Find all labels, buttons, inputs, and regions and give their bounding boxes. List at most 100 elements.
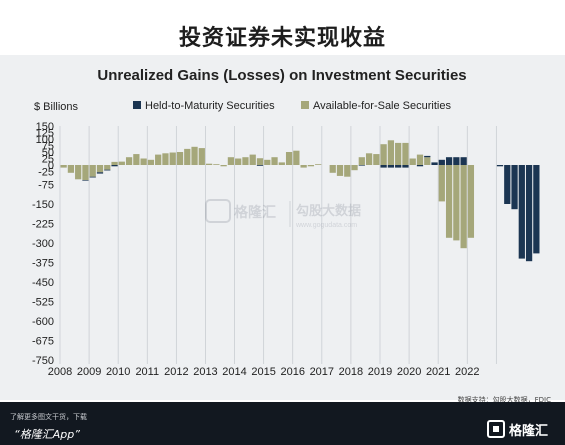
x-tick-label: 2019 [368, 366, 392, 378]
y-tick-label: -150 [32, 199, 54, 211]
htm-bar [431, 162, 438, 165]
y-tick-label: -300 [32, 238, 54, 250]
afs-bar [344, 165, 351, 177]
afs-bar [402, 142, 409, 165]
afs-bar [387, 140, 395, 165]
htm-bar [402, 165, 409, 168]
afs-bar [133, 154, 140, 165]
afs-bar [118, 161, 125, 165]
source-note: 数据支持：勾股大数据，FDIC [457, 396, 551, 404]
y-tick-label: -750 [32, 355, 54, 367]
htm-bar [424, 155, 431, 158]
bars [60, 140, 540, 262]
afs-bar [242, 157, 249, 165]
afs-bar [111, 161, 118, 165]
x-tick-label: 2016 [280, 366, 304, 378]
x-tick-label: 2013 [193, 366, 217, 378]
y-tick-label: -450 [32, 277, 54, 289]
y-tick-label: 125 [36, 128, 54, 140]
afs-bar [235, 158, 242, 165]
afs-bar [373, 154, 380, 165]
htm-bar [496, 165, 504, 167]
x-tick-label: 2010 [106, 366, 130, 378]
htm-bar [438, 159, 445, 165]
afs-bar [416, 154, 424, 165]
afs-bar [351, 165, 358, 171]
afs-bar [220, 165, 227, 167]
x-tick-label: 2012 [164, 366, 188, 378]
afs-bar [307, 165, 315, 167]
htm-bar [416, 165, 424, 167]
footer-bar: 了解更多图文干货，下载 “格隆汇App” 格隆汇 [0, 402, 565, 445]
afs-bar [176, 152, 184, 165]
htm-bar [256, 165, 264, 166]
y-axis-label: $ Billions [34, 101, 79, 113]
legend-label-htm: Held-to-Maturity Securities [145, 100, 275, 112]
y-tick-label: -675 [32, 336, 54, 348]
y-tick-label: 75 [42, 141, 54, 153]
afs-bar [445, 165, 453, 238]
afs-bar [147, 159, 155, 165]
logo-icon [487, 420, 505, 438]
y-tick-label: -375 [32, 258, 54, 270]
htm-bar [104, 169, 111, 171]
htm-bar [358, 165, 365, 166]
afs-bar [67, 165, 75, 173]
htm-bar [96, 172, 104, 174]
afs-bar [249, 154, 256, 165]
x-tick-label: 2017 [310, 366, 334, 378]
afs-bar [96, 165, 104, 173]
afs-bar [467, 165, 475, 238]
htm-bar [533, 165, 540, 254]
htm-bar [518, 165, 525, 259]
afs-bar [424, 157, 431, 165]
afs-bar [155, 154, 162, 165]
watermark: 格隆汇 勾股大数据 www.gogudata.com [205, 199, 361, 229]
afs-bar [125, 157, 133, 165]
y-tick-label: 150 [36, 121, 54, 133]
htm-bar [460, 157, 467, 165]
afs-bar [300, 165, 307, 168]
legend-swatch-htm [133, 101, 141, 109]
watermark-site: www.gogudata.com [295, 222, 357, 229]
y-tick-label: -600 [32, 316, 54, 328]
htm-bar [380, 165, 387, 168]
y-tick-label: 50 [42, 147, 54, 159]
afs-bar [285, 152, 293, 165]
y-tick-label: -525 [32, 297, 54, 309]
afs-bar [409, 158, 416, 165]
htm-bar [111, 165, 118, 167]
x-tick-label: 2018 [339, 366, 363, 378]
y-tick-label: -225 [32, 219, 54, 231]
afs-bar [104, 165, 111, 170]
afs-bar [191, 146, 198, 165]
x-tick-label: 2008 [48, 366, 72, 378]
afs-bar [264, 159, 271, 165]
legend-swatch-afs [301, 101, 309, 109]
y-tick-label: 100 [36, 134, 54, 146]
afs-bar [227, 157, 235, 165]
x-tick-label: 2015 [251, 366, 275, 378]
afs-bar [358, 157, 365, 165]
x-tick-label: 2020 [397, 366, 421, 378]
htm-bar [504, 165, 511, 204]
watermark-logo-icon [205, 199, 231, 223]
footer-app-name: “格隆汇App” [14, 428, 80, 441]
footer-logo: 格隆汇 [487, 418, 557, 440]
htm-bar [395, 165, 402, 168]
afs-bar [271, 157, 278, 165]
x-axis: 2008 2009 2010 2011 2012 2013 2014 2015 2016 2017… [48, 366, 480, 378]
afs-bar [75, 165, 82, 180]
afs-bar [169, 152, 176, 165]
afs-bar [60, 165, 67, 168]
x-tick-label: 2011 [135, 366, 159, 378]
chart-title: Unrealized Gains (Losses) on Investment … [97, 67, 466, 84]
htm-bar [445, 157, 453, 165]
x-tick-label: 2014 [222, 366, 246, 378]
footer-note: 了解更多图文干货，下载 [10, 413, 87, 421]
legend-label-afs: Available-for-Sale Securities [313, 100, 451, 112]
page-title: 投资证券未实现收益 [178, 26, 386, 51]
afs-bar [380, 144, 387, 165]
watermark-brand-b: 勾股大数据 [296, 203, 361, 218]
